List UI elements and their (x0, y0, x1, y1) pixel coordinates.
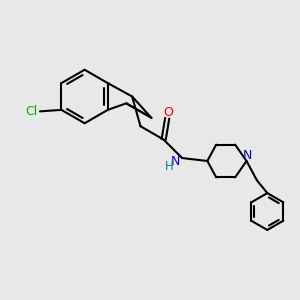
Text: N: N (242, 148, 252, 162)
Text: Cl: Cl (26, 105, 38, 118)
Text: N: N (171, 155, 180, 168)
Text: H: H (165, 160, 174, 173)
Text: O: O (164, 106, 173, 119)
